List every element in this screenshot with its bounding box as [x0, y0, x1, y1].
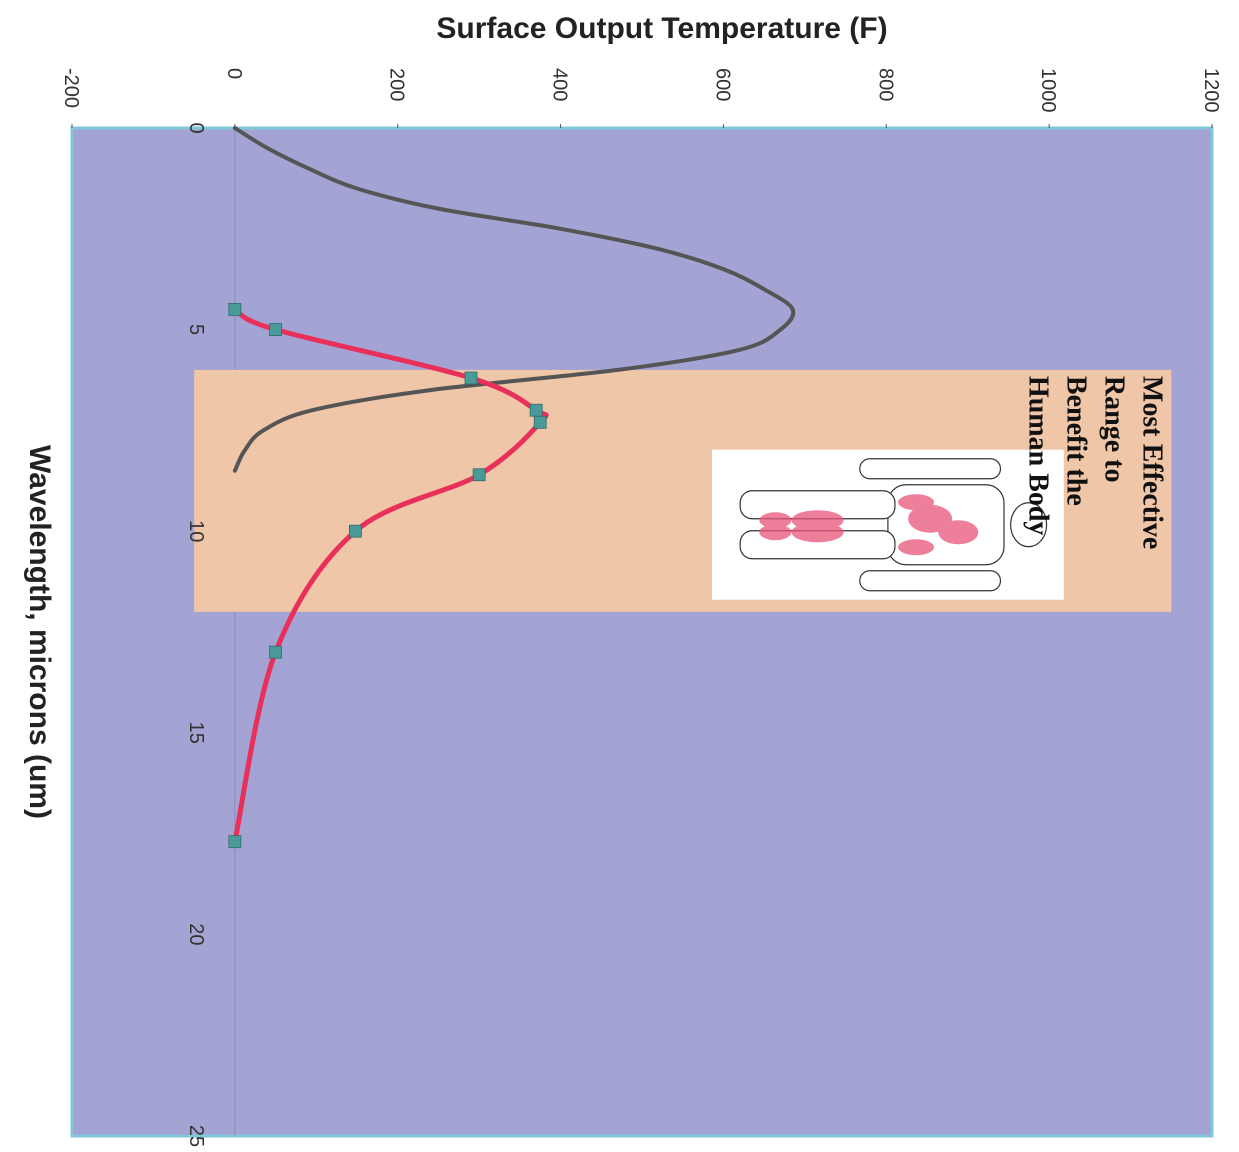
y-axis-label: Surface Output Temperature (F) — [436, 12, 887, 45]
y-tick-label: 0 — [223, 68, 245, 79]
y-tick-label: 400 — [549, 68, 571, 101]
band-text-line: Benefit the — [1060, 376, 1091, 506]
series-group — [228, 126, 796, 849]
band-text-line: Most Effective — [1136, 376, 1167, 549]
y-tick-label: 800 — [874, 68, 896, 101]
x-tick-label: 20 — [185, 923, 207, 945]
y-tick-label: 600 — [711, 68, 733, 101]
data-point — [348, 524, 362, 538]
data-point — [472, 468, 486, 482]
data-point — [228, 303, 242, 316]
series-line-0 — [232, 126, 796, 473]
y-tick-label: 1200 — [1200, 68, 1222, 113]
x-tick-label: 10 — [185, 520, 207, 542]
plot-area — [70, 126, 1214, 1138]
data-point — [269, 323, 282, 337]
data-point — [529, 403, 543, 417]
x-tick-label: 25 — [185, 1125, 207, 1147]
band-text-line: Range to — [1098, 376, 1129, 483]
y-tick-label: -200 — [60, 68, 82, 108]
x-tick-labels: 0 5 10 15 20 25 — [185, 122, 207, 1147]
y-tick-labels: -200 0 200 400 600 800 1000 1200 — [60, 68, 1222, 128]
data-point — [269, 645, 282, 659]
x-axis-label: Wavelength, microns (um) — [23, 445, 56, 819]
band-text-line: Human Body — [1022, 376, 1053, 536]
human-body-figure — [712, 449, 1064, 600]
data-point — [533, 415, 547, 429]
x-tick-label: 5 — [185, 324, 207, 335]
x-tick-label: 15 — [185, 722, 207, 744]
data-point — [228, 835, 242, 849]
x-tick-label: 0 — [185, 122, 207, 133]
data-point — [464, 371, 478, 385]
y-tick-label: 1000 — [1037, 68, 1059, 113]
y-tick-label: 200 — [386, 68, 408, 101]
muscle-highlights — [759, 494, 979, 556]
